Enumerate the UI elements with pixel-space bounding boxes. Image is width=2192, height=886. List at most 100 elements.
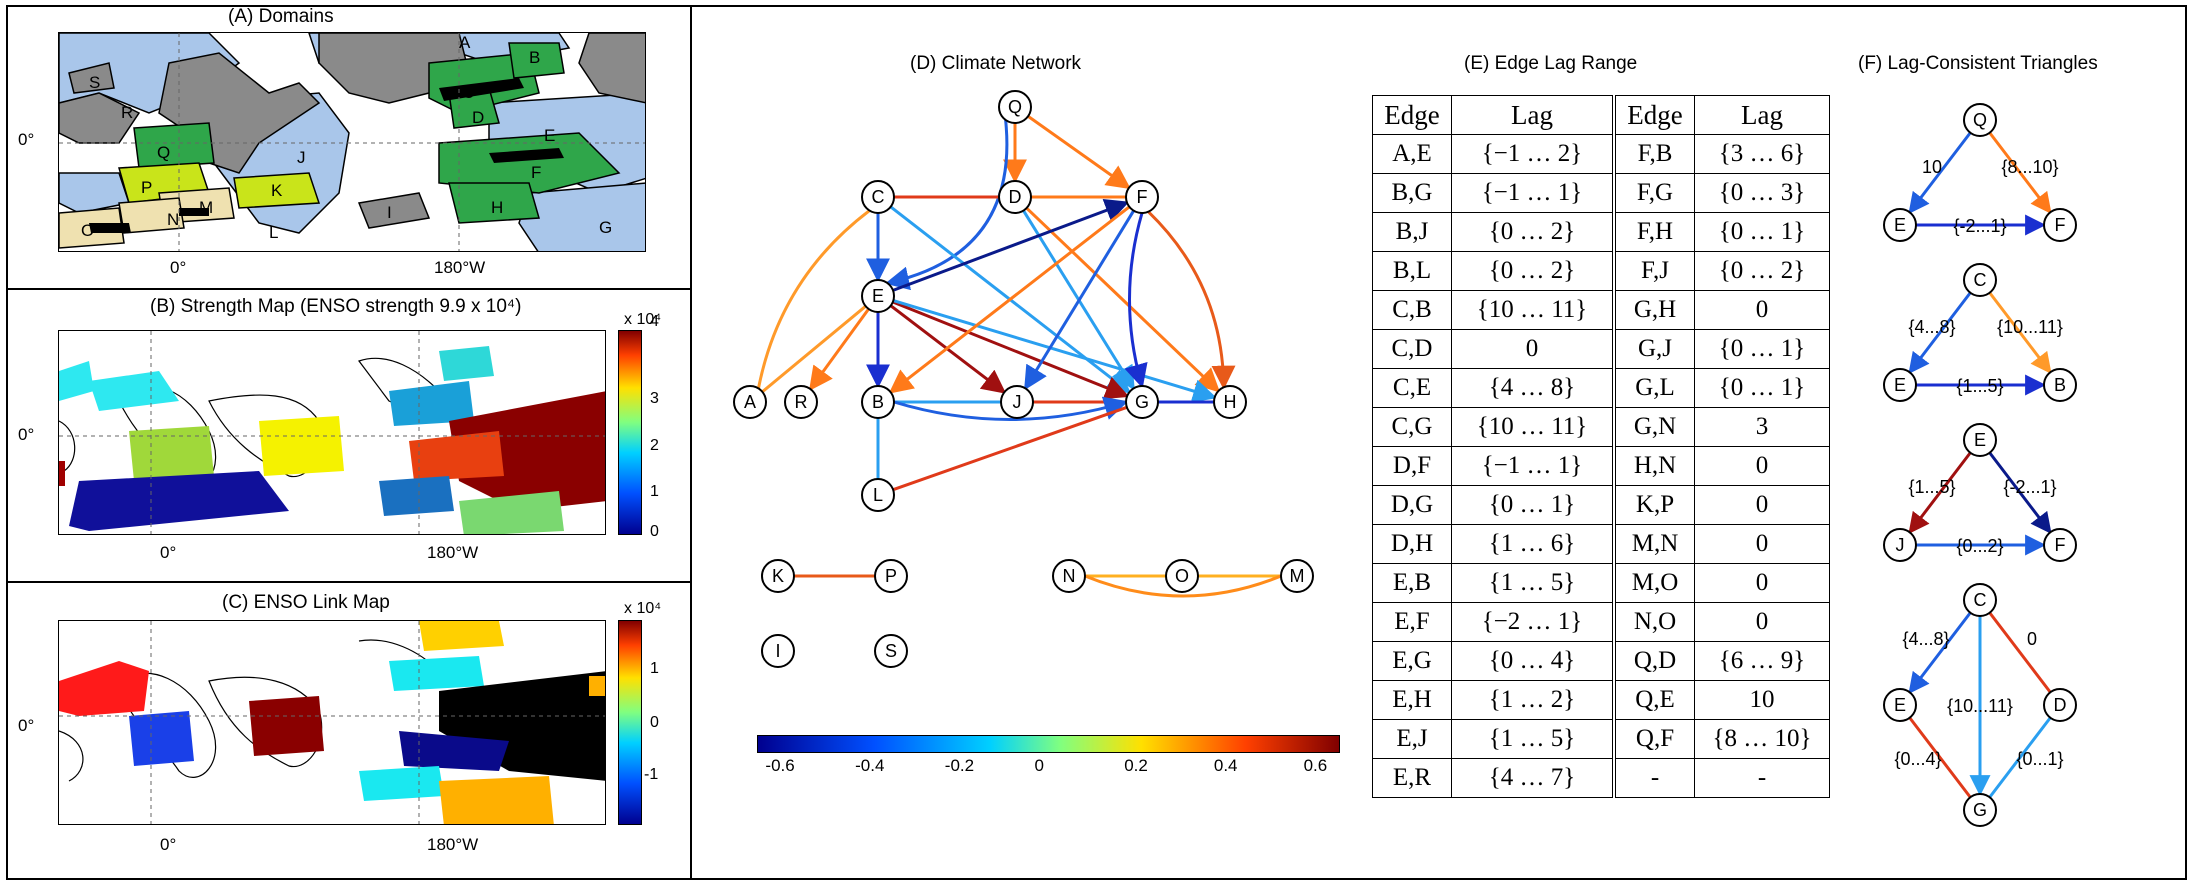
svg-text:G: G	[1973, 800, 1987, 820]
lag-cell: {6 … 9}	[1694, 641, 1830, 681]
network-node-label: O	[1175, 566, 1189, 586]
triangle-edge	[1908, 611, 1972, 694]
panel-e-title: (E) Edge Lag Range	[1464, 53, 1638, 74]
lag-row: E,F {−2 … 1} N,O 0	[1372, 602, 1830, 642]
triangle-edge-label: {1...5}	[1956, 376, 2003, 396]
network-edge-F-G	[1124, 212, 1148, 389]
colorbar-tick: 0.2	[1124, 756, 1148, 775]
lag-row: B,L {0 … 2} F,J {0 … 2}	[1372, 251, 1830, 291]
network-node-label: Q	[1008, 97, 1022, 117]
triangle-edge-label: {0...4}	[1894, 749, 1941, 769]
edge-cell: M,O	[1612, 563, 1695, 603]
lag-cell: {−2 … 1}	[1451, 602, 1615, 642]
network-edge-B-G	[893, 396, 1129, 421]
triangle-node-E: E	[1883, 688, 1917, 722]
triangle-edge-label: 10	[1922, 157, 1942, 177]
lag-cell: {0 … 1}	[1694, 329, 1830, 369]
colorbar-tick: 0	[1034, 756, 1044, 775]
lag-row: D,F {−1 … 1} H,N 0	[1372, 446, 1830, 486]
network-node-F: F	[1125, 180, 1159, 214]
panel-d-title: (D) Climate Network	[910, 53, 1082, 74]
triangle-node-C: C	[1963, 583, 1997, 617]
triangle-edge	[1988, 451, 2052, 534]
network-node-H: H	[1213, 385, 1247, 419]
network-edge-F-B	[888, 205, 1131, 394]
svg-text:J: J	[1896, 535, 1905, 555]
triangle-node-Q: Q	[1963, 103, 1997, 137]
edge-cell: D,F	[1372, 446, 1452, 486]
edge-cell: Q,E	[1612, 680, 1695, 720]
header-lag-2: Lag	[1694, 95, 1830, 135]
svg-text:F: F	[2055, 535, 2066, 555]
lag-cell: {0 … 1}	[1694, 368, 1830, 408]
panel-b-cb-tick-0: 0	[650, 523, 659, 540]
edge-cell: M,N	[1612, 524, 1695, 564]
network-node-P: P	[874, 559, 908, 593]
lag-cell: {0 … 1}	[1694, 212, 1830, 252]
svg-text:D: D	[2054, 695, 2067, 715]
network-node-label: B	[872, 392, 884, 412]
triangle-edge-label: {1...5}	[1908, 477, 1955, 497]
network-edge-D-H	[1025, 206, 1221, 393]
network-node-label: E	[872, 286, 884, 306]
domain-label-p: P	[141, 178, 152, 197]
svg-text:E: E	[1894, 215, 1906, 235]
edge-cell: B,L	[1372, 251, 1452, 291]
domain-label-q: Q	[157, 143, 170, 162]
lag-cell: 0	[1694, 563, 1830, 603]
panel-b-cb-tick-3: 3	[650, 390, 659, 407]
domain-label-s: S	[89, 73, 100, 92]
network-edge-E-A	[761, 305, 867, 393]
domain-label-b: B	[529, 48, 540, 67]
colorbar-tick: 0.6	[1303, 756, 1328, 775]
triangle-node-F: F	[2043, 528, 2077, 562]
lag-row: C,D 0 G,J {0 … 1}	[1372, 329, 1830, 369]
edge-cell: K,P	[1612, 485, 1695, 525]
edge-cell: G,N	[1612, 407, 1695, 447]
triangle-edge	[1908, 131, 1972, 214]
edge-lag-table: Edge Lag Edge Lag A,E {−1 … 2} F,B {3 … 6} B…	[1372, 95, 1830, 798]
panel-c-cb-tick-1: 1	[650, 660, 659, 677]
lag-cell: {1 … 6}	[1451, 524, 1615, 564]
header-lag-1: Lag	[1451, 95, 1615, 135]
triangle-edge	[1988, 131, 2052, 214]
strength-map-svg	[59, 331, 605, 534]
panel-c-title: (C) ENSO Link Map	[222, 592, 390, 613]
lag-cell: {1 … 5}	[1451, 563, 1615, 603]
panel-b-cb-tick-4: 4	[650, 313, 659, 330]
panel-b-colorbar	[618, 330, 642, 535]
svg-text:F: F	[2055, 215, 2066, 235]
network-colorbar-ticks: -0.6 -0.4 -0.2 0 0.2 0.4 0.6	[757, 756, 1340, 780]
edge-cell: E,J	[1372, 719, 1452, 759]
triangle-edge	[1988, 716, 2052, 799]
right-frame	[690, 5, 2187, 880]
panel-c-y-tick: 0°	[18, 716, 35, 735]
svg-text:E: E	[1974, 430, 1986, 450]
network-node-label: C	[872, 187, 885, 207]
lag-cell: {0 … 2}	[1451, 251, 1615, 291]
triangle-edge-label: {4...8}	[1908, 317, 1955, 337]
network-node-label: N	[1063, 566, 1076, 586]
network-node-label: A	[744, 392, 756, 412]
triangle-edge-label: {0...1}	[2016, 749, 2063, 769]
network-edge-G-L	[892, 405, 1128, 492]
edge-cell: Q,D	[1612, 641, 1695, 681]
edge-cell: B,G	[1372, 173, 1452, 213]
panel-b-x-tick-0: 0°	[160, 543, 177, 562]
network-node-J: J	[1000, 385, 1034, 419]
network-node-label: D	[1009, 187, 1022, 207]
triangle-node-C: C	[1963, 263, 1997, 297]
lag-cell: 0	[1694, 290, 1830, 330]
network-node-K: K	[761, 559, 795, 593]
panel-b-title: (B) Strength Map (ENSO strength 9.9 x 10…	[150, 296, 522, 317]
domain-label-d: D	[472, 108, 484, 127]
triangle-edge-label: {10...11}	[1947, 696, 2013, 716]
lag-consistent-triangles: 10 {8...10} {-2...1} Q E F {4...8} {10...11} {1.…	[1883, 103, 2077, 827]
lag-cell: {10 … 11}	[1451, 290, 1615, 330]
lag-row: A,E {−1 … 2} F,B {3 … 6}	[1372, 134, 1830, 174]
network-edge-F-H	[1147, 210, 1236, 390]
lag-cell: 0	[1694, 524, 1830, 564]
network-node-label: F	[1137, 187, 1148, 207]
triangle-edge	[1908, 291, 1972, 374]
network-node-label: P	[885, 566, 897, 586]
